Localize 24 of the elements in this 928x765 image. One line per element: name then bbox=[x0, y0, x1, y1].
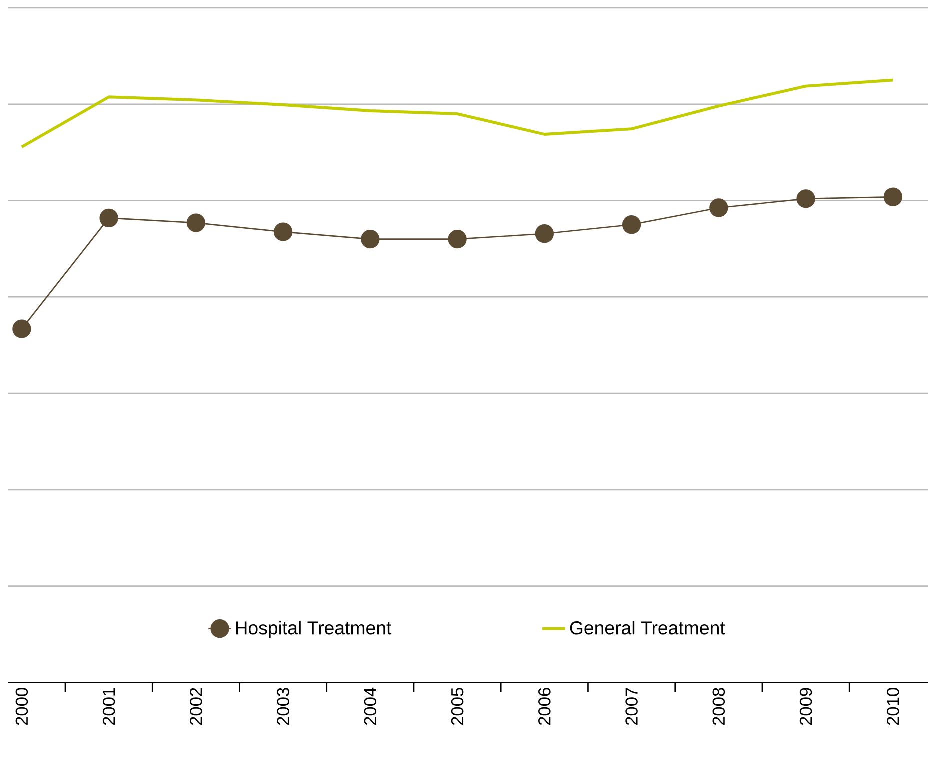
point bbox=[622, 215, 642, 234]
point bbox=[796, 189, 816, 208]
x-tick-label: 2000 bbox=[16, 688, 28, 725]
x-tick-label: 2001 bbox=[102, 688, 116, 725]
x-tick-label: 2009 bbox=[800, 688, 812, 725]
x-tick-label: 2005 bbox=[451, 688, 464, 725]
x-tick-label: 2008 bbox=[712, 688, 726, 725]
x-tick-label: 2002 bbox=[190, 688, 202, 725]
x-tick-label: 2010 bbox=[887, 688, 900, 725]
legend-label: Hospital Treatment bbox=[236, 620, 392, 638]
point bbox=[274, 222, 293, 242]
point bbox=[710, 198, 728, 218]
x-tick-label: 2006 bbox=[538, 688, 551, 725]
point bbox=[884, 188, 902, 206]
point bbox=[361, 230, 380, 248]
point bbox=[448, 230, 467, 248]
legend-label: General Treatment bbox=[570, 620, 726, 635]
point bbox=[186, 214, 206, 232]
x-tick-label: 2004 bbox=[364, 688, 377, 725]
x-tick-label: 2007 bbox=[626, 688, 638, 725]
x-tick-label: 2003 bbox=[277, 688, 290, 725]
point bbox=[12, 320, 32, 338]
point bbox=[535, 224, 554, 244]
point bbox=[100, 208, 118, 228]
